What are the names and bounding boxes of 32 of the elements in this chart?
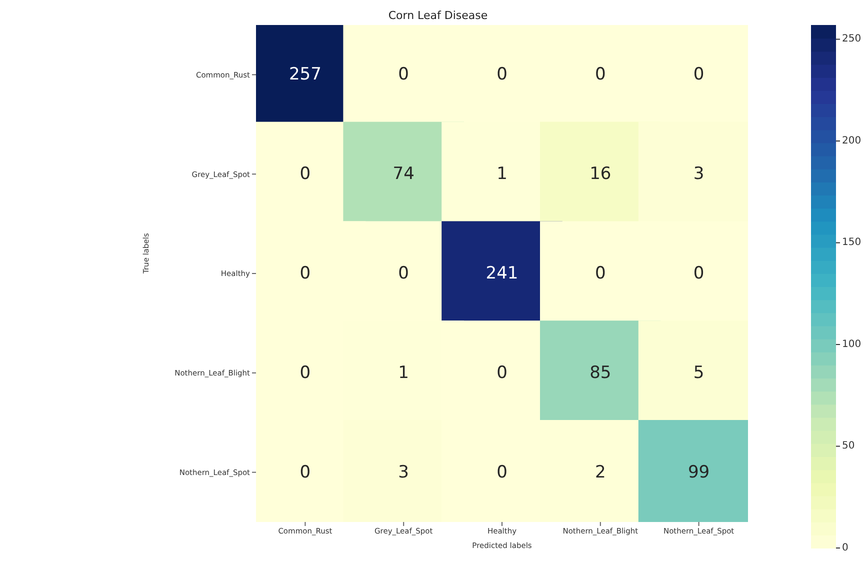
data-label: 0 — [496, 362, 508, 383]
data-label: 0 — [496, 462, 508, 482]
data-label: 85 — [590, 362, 612, 383]
data-label: 0 — [300, 164, 311, 184]
color-bar-label: 100 — [842, 339, 862, 350]
data-label: 257 — [288, 64, 322, 85]
color-bar-label: 200 — [842, 135, 862, 146]
data-label: 0 — [594, 264, 606, 284]
data-label: 0 — [300, 462, 311, 482]
color-bar-label: 250 — [842, 34, 862, 45]
data-label: 1 — [496, 164, 508, 184]
color-bar-label: 0 — [842, 542, 848, 554]
data-label: 0 — [594, 64, 606, 85]
data-label: 0 — [496, 64, 508, 85]
data-label: 241 — [486, 264, 518, 284]
color-bar-label: 50 — [842, 440, 855, 452]
data-label: 2 — [594, 462, 606, 482]
data-label: 16 — [590, 164, 612, 184]
data-label: 0 — [693, 64, 704, 85]
data-label: 5 — [693, 362, 704, 383]
data-label: 99 — [688, 462, 710, 482]
data-label: 3 — [693, 164, 704, 184]
data-label: 74 — [392, 164, 414, 184]
data-label: 0 — [398, 64, 410, 85]
data-label: 0 — [398, 264, 410, 284]
data-label: 0 — [693, 264, 704, 284]
color-bar-label: 150 — [842, 237, 862, 248]
data-label: 0 — [300, 264, 311, 284]
chart-title: Corn Leaf Disease — [388, 9, 488, 22]
data-label: 0 — [300, 362, 311, 383]
data-label: 3 — [398, 462, 410, 482]
data-label: 1 — [398, 362, 410, 383]
